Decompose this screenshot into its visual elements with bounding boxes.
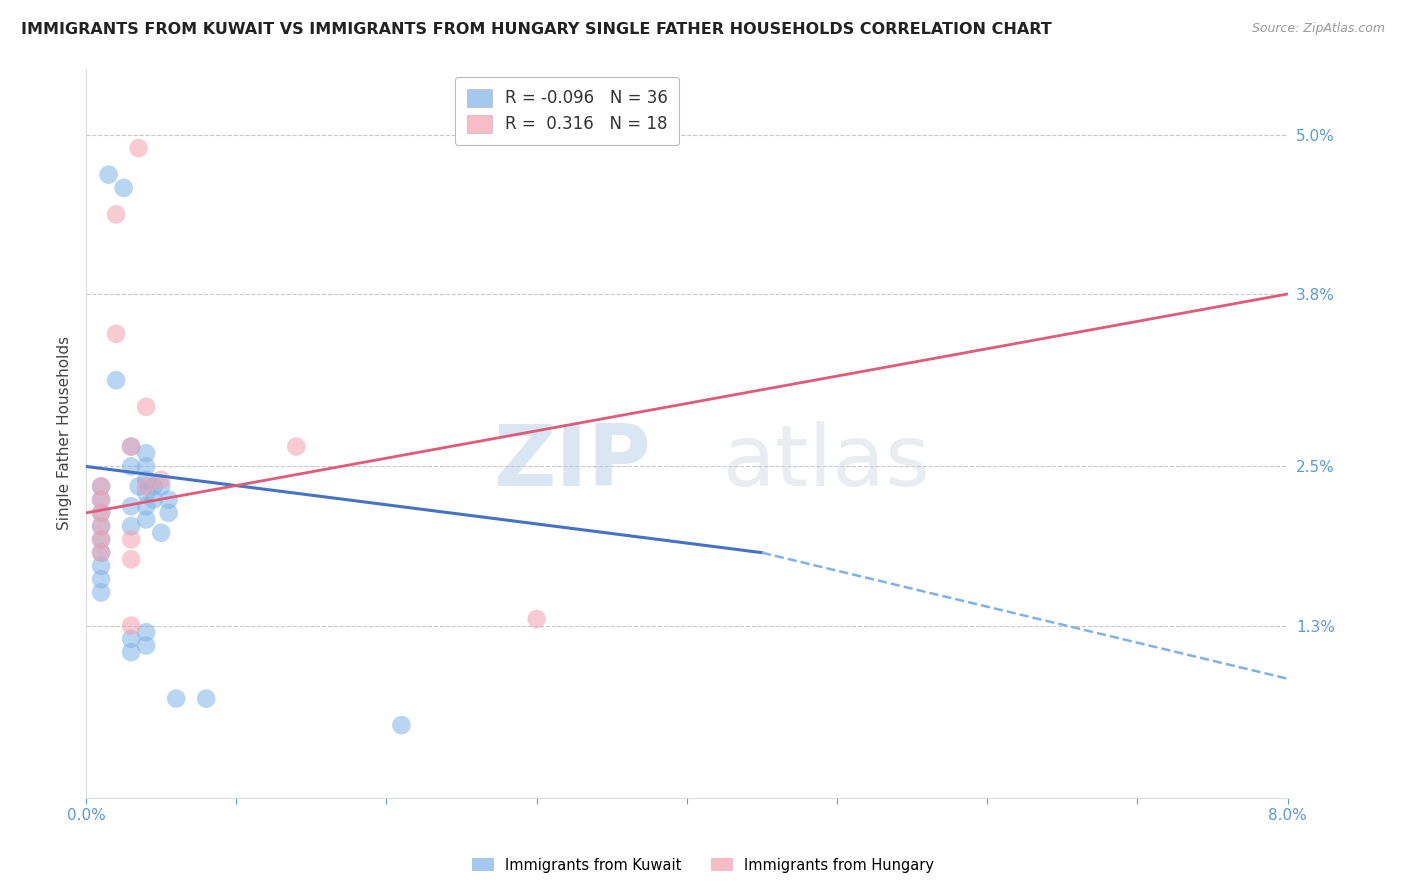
Point xyxy=(90,533,112,547)
Text: ZIP: ZIP xyxy=(494,421,651,504)
Point xyxy=(142,492,165,507)
Point xyxy=(391,718,413,732)
Point xyxy=(195,691,218,706)
Point xyxy=(90,546,112,560)
Text: atlas: atlas xyxy=(723,421,931,504)
Point xyxy=(90,585,112,599)
Point xyxy=(112,181,135,195)
Point xyxy=(526,612,548,626)
Point xyxy=(135,479,157,493)
Point xyxy=(97,168,120,182)
Point xyxy=(90,492,112,507)
Point xyxy=(90,479,112,493)
Point xyxy=(120,440,142,454)
Point xyxy=(90,519,112,533)
Point xyxy=(120,500,142,514)
Point xyxy=(90,533,112,547)
Point xyxy=(150,479,173,493)
Point xyxy=(135,446,157,460)
Point xyxy=(150,525,173,540)
Legend: Immigrants from Kuwait, Immigrants from Hungary: Immigrants from Kuwait, Immigrants from … xyxy=(464,851,942,880)
Point xyxy=(135,486,157,500)
Point xyxy=(135,400,157,414)
Point xyxy=(90,506,112,520)
Point xyxy=(90,572,112,586)
Point xyxy=(157,506,180,520)
Point xyxy=(105,207,128,221)
Point xyxy=(90,546,112,560)
Point xyxy=(142,479,165,493)
Point xyxy=(128,479,150,493)
Point xyxy=(90,519,112,533)
Point xyxy=(90,558,112,573)
Point xyxy=(120,552,142,566)
Point xyxy=(285,440,308,454)
Point xyxy=(157,492,180,507)
Y-axis label: Single Father Households: Single Father Households xyxy=(58,336,72,531)
Point xyxy=(105,373,128,387)
Point xyxy=(90,479,112,493)
Point xyxy=(120,533,142,547)
Point xyxy=(120,618,142,632)
Point xyxy=(150,473,173,487)
Point xyxy=(105,326,128,341)
Point xyxy=(120,459,142,474)
Point xyxy=(135,459,157,474)
Point xyxy=(120,519,142,533)
Point xyxy=(135,625,157,640)
Point xyxy=(120,645,142,659)
Legend: R = -0.096   N = 36, R =  0.316   N = 18: R = -0.096 N = 36, R = 0.316 N = 18 xyxy=(456,77,679,145)
Text: IMMIGRANTS FROM KUWAIT VS IMMIGRANTS FROM HUNGARY SINGLE FATHER HOUSEHOLDS CORRE: IMMIGRANTS FROM KUWAIT VS IMMIGRANTS FRO… xyxy=(21,22,1052,37)
Point xyxy=(165,691,187,706)
Point xyxy=(120,440,142,454)
Point xyxy=(135,473,157,487)
Text: Source: ZipAtlas.com: Source: ZipAtlas.com xyxy=(1251,22,1385,36)
Point xyxy=(90,492,112,507)
Point xyxy=(135,500,157,514)
Point xyxy=(135,512,157,526)
Point xyxy=(90,506,112,520)
Point xyxy=(135,639,157,653)
Point xyxy=(120,632,142,646)
Point xyxy=(128,141,150,155)
